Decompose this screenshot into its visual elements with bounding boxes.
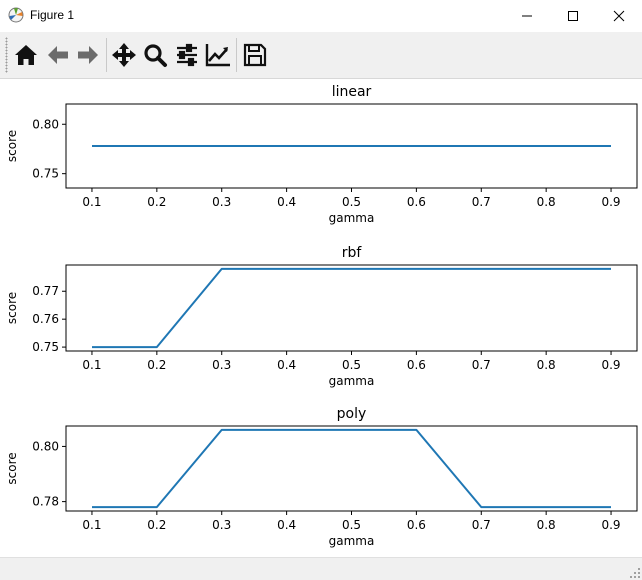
window-title: Figure 1 [30,8,75,22]
line-chart-icon [205,44,230,67]
y-axis-label: score [5,292,19,324]
subplot-title: poly [337,406,367,422]
forward-button[interactable] [74,41,102,69]
x-tick-label: 0.8 [537,195,556,209]
x-tick-label: 0.9 [601,358,620,372]
floppy-disk-icon [243,43,267,67]
move-icon [112,43,136,67]
y-tick-label: 0.77 [32,284,59,298]
status-bar [0,557,642,580]
x-tick-label: 0.6 [407,195,426,209]
minimize-button[interactable] [504,0,550,32]
close-button[interactable] [596,0,642,32]
y-tick-label: 0.80 [32,439,59,453]
toolbar-separator [236,38,237,72]
size-grip-icon[interactable] [630,568,640,578]
zoom-button[interactable] [141,41,169,69]
maximize-button[interactable] [550,0,596,32]
arrow-left-icon [48,46,68,64]
x-tick-label: 0.7 [472,358,491,372]
x-tick-label: 0.7 [472,195,491,209]
x-tick-label: 0.1 [82,518,101,532]
magnifier-icon [144,44,167,67]
x-tick-label: 0.3 [212,518,231,532]
x-tick-label: 0.9 [601,195,620,209]
x-tick-label: 0.8 [537,358,556,372]
configure-subplots-button[interactable] [173,41,201,69]
x-tick-label: 0.6 [407,518,426,532]
x-tick-label: 0.6 [407,358,426,372]
x-tick-label: 0.4 [277,358,296,372]
x-axis-label: gamma [329,374,375,388]
subplot-title: linear [332,84,372,100]
maximize-icon [568,11,578,21]
x-tick-label: 0.2 [147,358,166,372]
x-tick-label: 0.9 [601,518,620,532]
y-tick-label: 0.78 [32,495,59,509]
y-tick-label: 0.75 [32,167,59,181]
y-tick-label: 0.75 [32,340,59,354]
toolbar-grip[interactable] [5,37,8,73]
arrow-right-icon [78,46,98,64]
series-line [92,267,611,349]
axes-frame [65,425,638,512]
y-tick-label: 0.76 [32,312,59,326]
x-tick-label: 0.1 [82,195,101,209]
x-axis-label: gamma [329,211,375,225]
toolbar-separator [106,38,107,72]
x-tick-label: 0.3 [212,358,231,372]
x-tick-label: 0.2 [147,518,166,532]
figure[interactable]: linear 0.1 0.2 0.3 0.4 0.5 0.6 0.7 0.8 0.9 0.75 0.8… [0,79,642,557]
minimize-icon [522,15,532,17]
x-tick-label: 0.4 [277,195,296,209]
edit-axes-button[interactable] [204,41,232,69]
x-tick-label: 0.5 [342,518,361,532]
home-button[interactable] [12,41,40,69]
back-button[interactable] [44,41,72,69]
x-tick-label: 0.2 [147,195,166,209]
matplotlib-icon [8,7,24,23]
figure-canvas[interactable]: linear 0.1 0.2 0.3 0.4 0.5 0.6 0.7 0.8 0.9 0.75 0.8… [0,79,642,557]
x-tick-label: 0.5 [342,195,361,209]
close-icon [613,10,625,22]
title-bar: Figure 1 [0,0,642,32]
x-tick-label: 0.1 [82,358,101,372]
home-icon [15,45,37,65]
save-button[interactable] [241,41,269,69]
subplot-title: rbf [342,245,363,261]
navigation-toolbar [0,32,642,79]
y-axis-label: score [5,452,19,484]
x-tick-label: 0.5 [342,358,361,372]
x-tick-label: 0.7 [472,518,491,532]
x-axis-label: gamma [329,534,375,548]
pan-button[interactable] [110,41,138,69]
x-tick-label: 0.8 [537,518,556,532]
x-tick-label: 0.3 [212,195,231,209]
sliders-icon [177,43,197,67]
y-tick-label: 0.80 [32,117,59,131]
x-tick-label: 0.4 [277,518,296,532]
y-axis-label: score [5,130,19,162]
axes-frame [65,264,638,352]
series-line [92,428,611,509]
